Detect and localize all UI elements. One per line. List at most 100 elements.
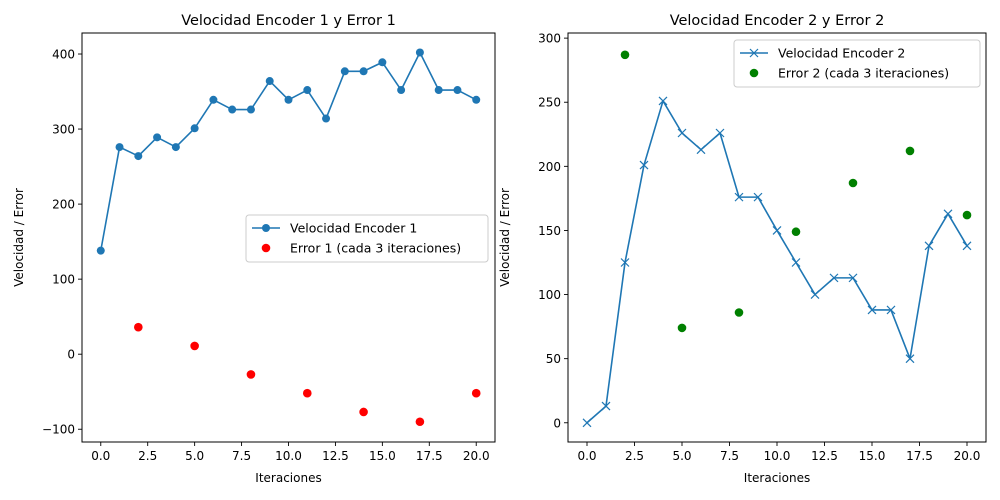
data-point [246, 105, 255, 114]
legend-item: Velocidad Encoder 2 [740, 46, 905, 61]
data-point [134, 322, 143, 332]
legend-item: Error 1 (cada 3 iteraciones) [261, 241, 461, 256]
data-point [791, 258, 801, 267]
legend-label: Error 1 (cada 3 iteraciones) [290, 241, 461, 256]
data-point [601, 401, 611, 411]
data-point [658, 96, 668, 106]
y-tick-label: −100 [42, 423, 75, 437]
y-tick-label: 250 [538, 96, 561, 110]
chart-panel-2: Velocidad Encoder 2 y Error 2 0.0 2.5 5.0 7.… [498, 13, 987, 485]
data-point [340, 67, 349, 76]
data-point [715, 128, 725, 138]
data-point [434, 86, 443, 95]
data-point [190, 124, 199, 133]
chart-title: Velocidad Encoder 1 y Error 1 [181, 13, 396, 29]
x-tick-label: 17.5 [416, 449, 443, 463]
y-tick-label: 200 [52, 198, 75, 212]
legend: Velocidad Encoder 1 Error 1 (cada 3 itera… [245, 214, 489, 263]
data-point [810, 290, 820, 299]
data-point [246, 370, 256, 379]
x-tick-label: 7.5 [232, 449, 251, 463]
legend-label: Error 2 (cada 3 iteraciones) [778, 66, 949, 81]
x-tick-label: 20.0 [954, 449, 981, 463]
y-axis-label: Velocidad / Error [498, 188, 512, 287]
data-point [905, 354, 915, 364]
data-point [453, 86, 462, 95]
data-point [734, 308, 744, 317]
data-point [134, 152, 143, 161]
legend-marker [749, 68, 759, 78]
legend-label: Velocidad Encoder 2 [778, 46, 905, 61]
x-tick-label: 5.0 [185, 449, 204, 463]
data-point [962, 210, 972, 220]
legend-box [733, 39, 981, 88]
data-point [943, 209, 953, 219]
x-tick-label: 2.5 [138, 449, 157, 463]
data-point [905, 146, 915, 156]
data-point [359, 67, 368, 76]
x-tick-label: 0.0 [577, 449, 596, 463]
x-tick-label: 10.0 [275, 449, 302, 463]
legend-item: Velocidad Encoder 1 [252, 221, 417, 236]
legend-box [245, 214, 489, 263]
legend-item: Error 2 (cada 3 iteraciones) [749, 66, 949, 81]
x-tick-label: 2.5 [625, 449, 644, 463]
y-axis-label: Velocidad / Error [12, 188, 26, 287]
legend-marker [262, 224, 270, 232]
x-tick-label: 12.5 [322, 449, 349, 463]
y-tick-label: 300 [52, 123, 75, 137]
data-point [886, 305, 896, 315]
data-point [677, 128, 687, 138]
plot-frame [567, 32, 987, 443]
data-point [378, 58, 387, 67]
data-point [265, 77, 274, 86]
data-point [620, 258, 630, 267]
series-1 [582, 96, 972, 428]
data-point [171, 143, 180, 152]
y-tick-label: 400 [52, 48, 75, 62]
x-axis-label: Iteraciones [255, 471, 321, 485]
y-tick-label: 200 [538, 160, 561, 174]
x-tick-label: 17.5 [906, 449, 933, 463]
data-point [284, 95, 293, 104]
x-tick-label: 0.0 [91, 449, 110, 463]
chart-title: Velocidad Encoder 2 y Error 2 [670, 13, 885, 29]
data-point [639, 160, 649, 170]
series-2 [620, 50, 972, 333]
data-point [829, 273, 839, 283]
data-point [153, 133, 162, 142]
y-tick-label: 100 [538, 288, 561, 302]
data-point [303, 86, 312, 95]
data-point [96, 246, 105, 255]
series-2 [134, 322, 481, 427]
data-point [397, 86, 406, 95]
data-point [677, 323, 687, 333]
series-1 [96, 48, 481, 255]
data-point [962, 241, 972, 251]
legend-marker [749, 48, 759, 58]
x-tick-label: 5.0 [672, 449, 691, 463]
data-point [867, 305, 877, 315]
legend-marker [261, 243, 271, 253]
data-point [582, 418, 592, 428]
plot-frame [81, 32, 496, 443]
data-point [190, 341, 199, 351]
data-point [209, 95, 218, 104]
legend-label: Velocidad Encoder 1 [290, 221, 417, 236]
data-point [848, 178, 858, 188]
data-point [471, 388, 481, 398]
data-point [228, 105, 237, 114]
data-point [415, 48, 424, 57]
data-point [753, 192, 763, 202]
y-tick-label: 100 [52, 273, 75, 287]
data-point [848, 273, 858, 283]
legend: Velocidad Encoder 2 Error 2 (cada 3 itera… [733, 39, 981, 88]
x-axis-label: Iteraciones [744, 471, 810, 485]
y-tick-label: 50 [546, 352, 561, 366]
data-point [696, 145, 706, 155]
y-tick-label: 0 [553, 416, 561, 430]
x-tick-label: 15.0 [369, 449, 396, 463]
x-tick-label: 12.5 [811, 449, 838, 463]
y-tick-label: 0 [67, 348, 75, 362]
